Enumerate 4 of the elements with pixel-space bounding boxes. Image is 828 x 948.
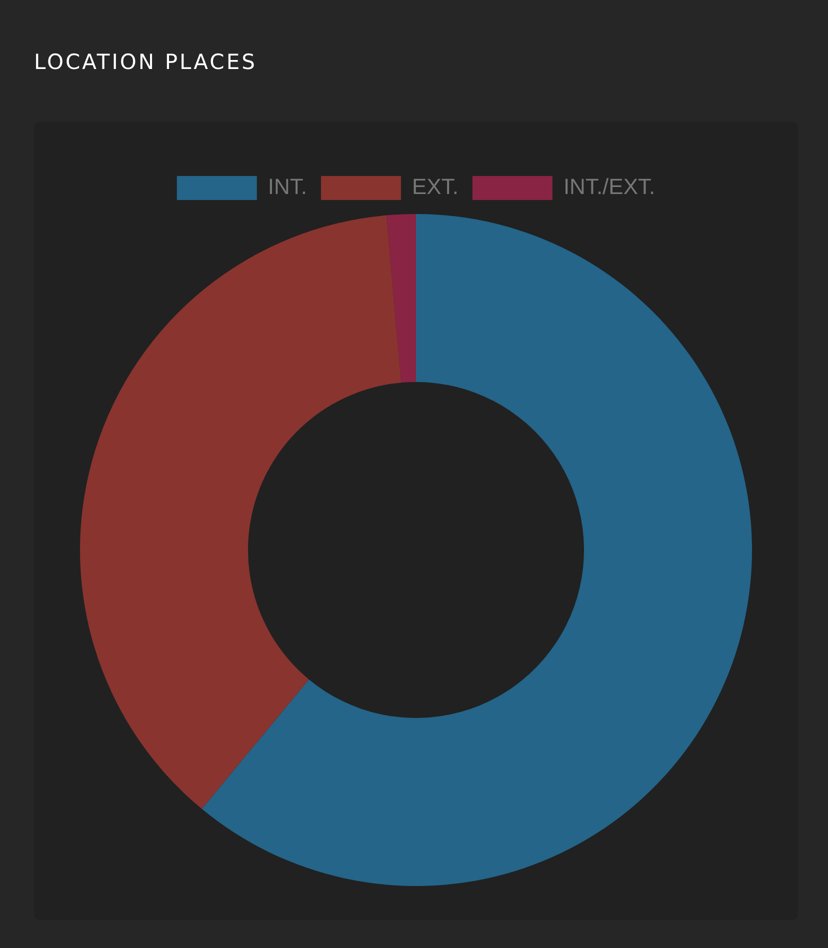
legend-label: EXT. (412, 174, 458, 200)
legend-label: INT./EXT. (563, 174, 656, 200)
legend-label: INT. (268, 174, 307, 200)
chart-title: LOCATION PLACES (34, 50, 257, 74)
